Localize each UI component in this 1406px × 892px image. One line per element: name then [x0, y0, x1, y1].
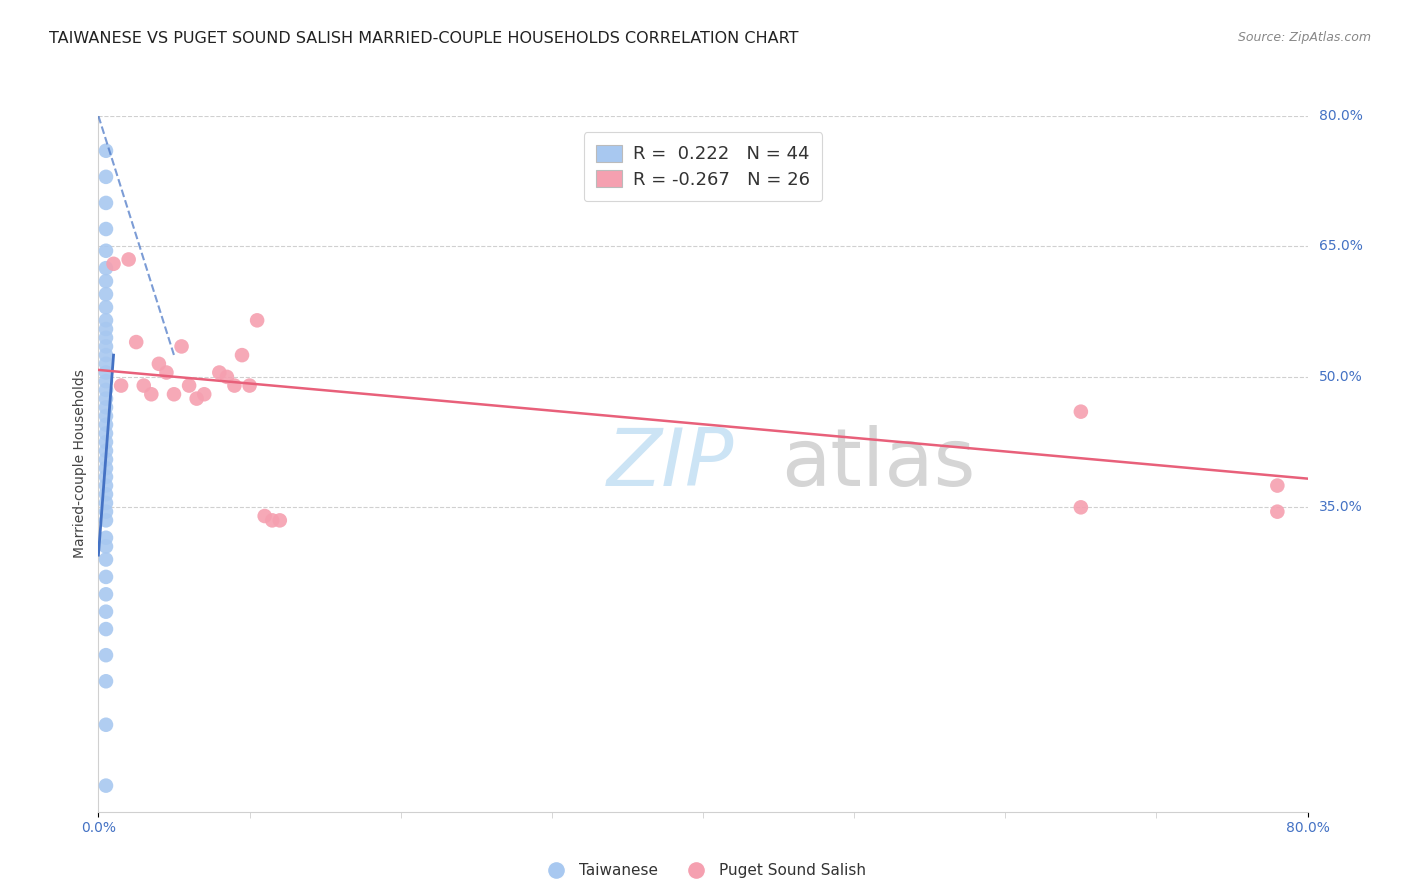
Point: [141, 387, 163, 401]
Text: ZIP: ZIP: [606, 425, 734, 503]
Point: [94, 505, 117, 519]
Point: [94, 452, 117, 467]
Point: [94, 674, 117, 689]
Point: [1070, 405, 1092, 419]
Point: [94, 169, 117, 184]
Point: [177, 378, 201, 392]
Point: [94, 261, 117, 276]
Point: [155, 366, 177, 380]
Point: [94, 531, 117, 545]
Point: [94, 478, 117, 492]
Point: [269, 513, 291, 527]
Point: [253, 508, 276, 523]
Point: [94, 196, 117, 211]
Point: [94, 322, 117, 336]
Text: 80.0%: 80.0%: [1319, 109, 1362, 123]
Text: TAIWANESE VS PUGET SOUND SALISH MARRIED-COUPLE HOUSEHOLDS CORRELATION CHART: TAIWANESE VS PUGET SOUND SALISH MARRIED-…: [49, 31, 799, 46]
Point: [94, 540, 117, 554]
Point: [94, 443, 117, 458]
Point: [193, 387, 215, 401]
Text: 35.0%: 35.0%: [1319, 500, 1362, 515]
Point: [94, 331, 117, 345]
Point: [94, 222, 117, 236]
Point: [94, 401, 117, 415]
Point: [186, 392, 208, 406]
Point: [1265, 478, 1288, 492]
Text: atlas: atlas: [782, 425, 976, 503]
Text: 50.0%: 50.0%: [1319, 370, 1362, 384]
Point: [94, 274, 117, 288]
Point: [94, 470, 117, 484]
Point: [94, 552, 117, 566]
Point: [94, 487, 117, 501]
Point: [148, 357, 170, 371]
Point: [262, 513, 284, 527]
Point: [94, 409, 117, 423]
Point: [94, 392, 117, 406]
Legend: Taiwanese, Puget Sound Salish: Taiwanese, Puget Sound Salish: [534, 857, 872, 884]
Point: [94, 339, 117, 353]
Text: Source: ZipAtlas.com: Source: ZipAtlas.com: [1237, 31, 1371, 45]
Point: [94, 435, 117, 450]
Point: [94, 348, 117, 362]
Point: [94, 622, 117, 636]
Point: [239, 378, 262, 392]
Point: [208, 366, 231, 380]
Point: [94, 587, 117, 601]
Point: [94, 357, 117, 371]
Point: [94, 366, 117, 380]
Point: [110, 378, 132, 392]
Text: 65.0%: 65.0%: [1319, 239, 1362, 253]
Point: [118, 252, 141, 267]
Point: [94, 287, 117, 301]
Point: [1265, 505, 1288, 519]
Y-axis label: Married-couple Households: Married-couple Households: [73, 369, 87, 558]
Point: [94, 648, 117, 662]
Point: [224, 378, 246, 392]
Point: [231, 348, 253, 362]
Point: [94, 244, 117, 258]
Point: [94, 605, 117, 619]
Point: [1070, 500, 1092, 515]
Point: [170, 339, 193, 353]
Point: [94, 300, 117, 315]
Point: [94, 570, 117, 584]
Point: [94, 417, 117, 432]
Point: [94, 374, 117, 388]
Point: [94, 426, 117, 441]
Point: [132, 378, 155, 392]
Point: [125, 334, 148, 349]
Point: [94, 779, 117, 793]
Point: [94, 144, 117, 158]
Point: [94, 313, 117, 327]
Point: [94, 717, 117, 731]
Point: [94, 513, 117, 527]
Point: [163, 387, 186, 401]
Point: [215, 369, 238, 384]
Point: [94, 461, 117, 475]
Point: [103, 257, 125, 271]
Point: [246, 313, 269, 327]
Point: [94, 496, 117, 510]
Point: [94, 383, 117, 397]
